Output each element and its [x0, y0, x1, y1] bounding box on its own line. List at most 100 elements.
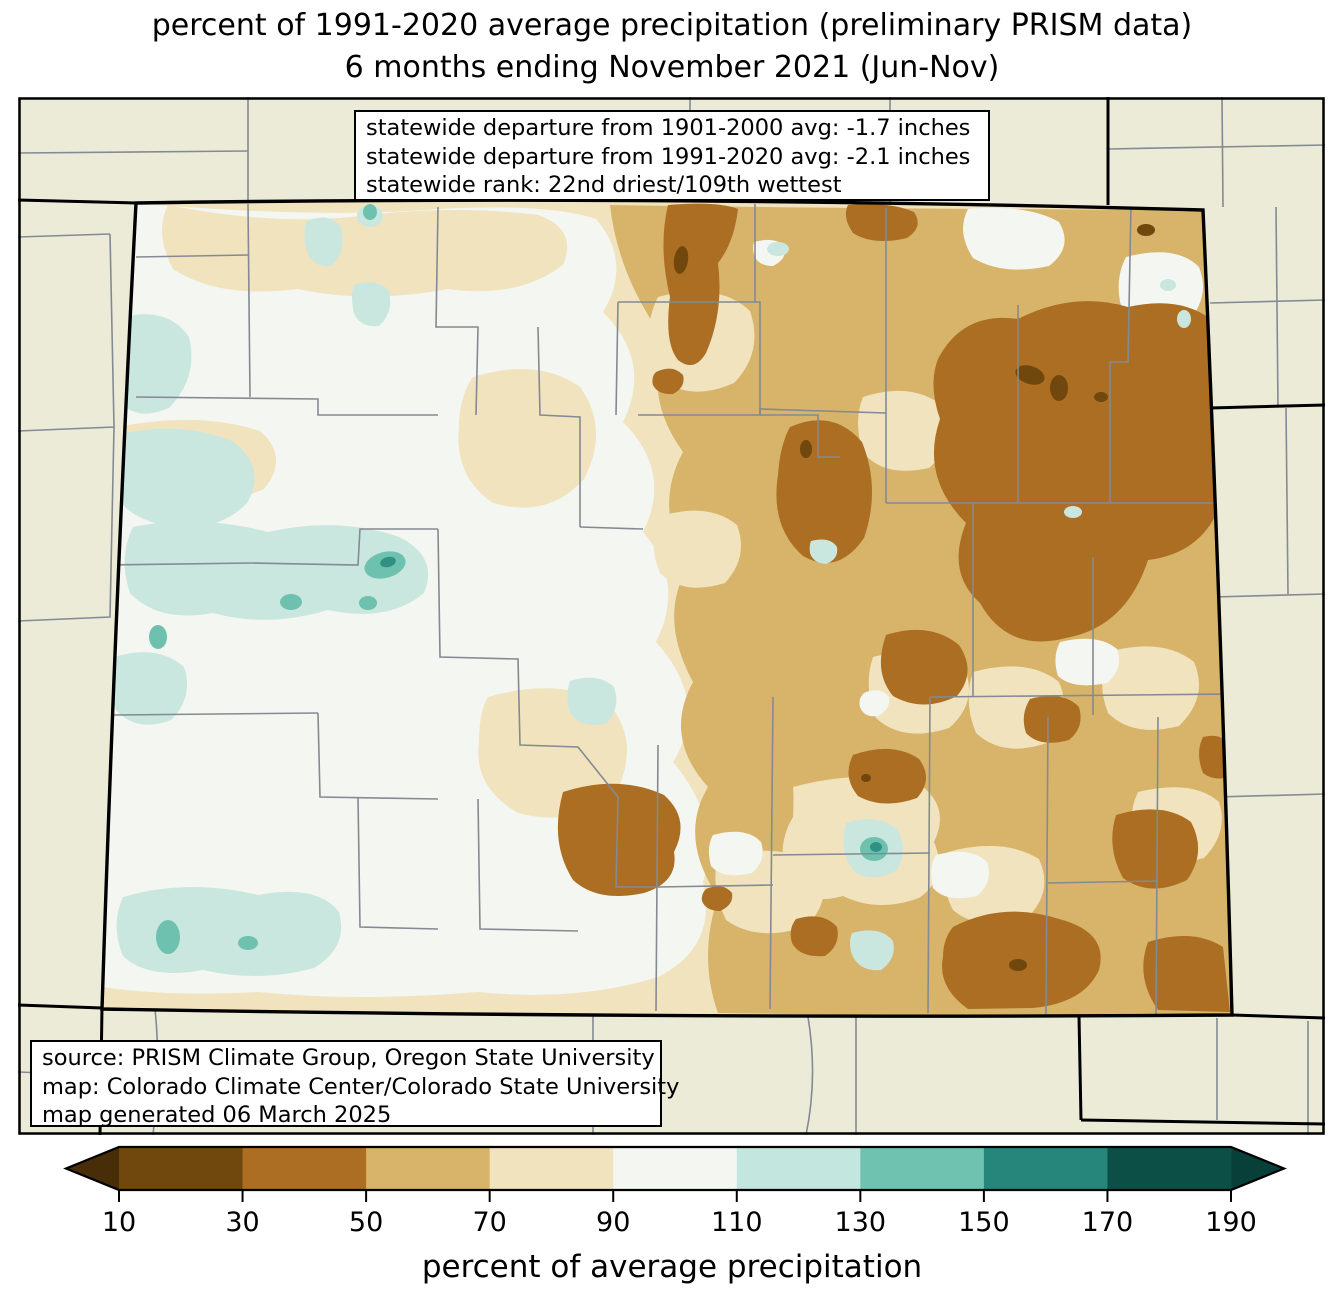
colorado-precipitation-map	[17, 96, 1326, 1136]
precip-spot-110-130	[1064, 506, 1082, 518]
state-border-line	[17, 198, 137, 205]
precip-spot-10-30	[1050, 375, 1068, 401]
precip-region-30-50	[845, 203, 918, 242]
county-line	[577, 746, 658, 888]
colorbar-segment-30-50	[242, 1147, 367, 1190]
county-line	[437, 528, 579, 748]
precip-spot-10-30	[673, 246, 689, 274]
precip-region-30-50	[933, 301, 1225, 642]
colorado-fill-group	[102, 200, 1232, 1017]
precip-region-30-50	[880, 629, 968, 705]
precip-region-30-50	[1023, 695, 1081, 743]
precip-region-30-50	[848, 748, 927, 804]
precip-region-30-50	[701, 886, 733, 911]
county-line	[615, 301, 619, 416]
county-line	[252, 528, 438, 566]
precip-region-110-130	[567, 677, 617, 726]
precip-region-110-130	[352, 282, 391, 327]
precip-region-110-130	[304, 217, 343, 267]
colorbar-area: 10 30 50 70 90 110 130 150 170 190 percent of aver…	[0, 1139, 1344, 1299]
precip-region-30-50	[652, 368, 684, 395]
precip-spot-110-130	[1177, 310, 1191, 328]
precip-spot-110-130	[1160, 279, 1176, 291]
precip-spot-130-150	[359, 596, 377, 610]
county-line	[103, 562, 254, 566]
colorbar-segment-70-90	[489, 1147, 614, 1190]
county-line	[435, 206, 479, 416]
state-border-line	[1080, 1118, 1326, 1126]
precip-region-30-50	[1112, 809, 1199, 889]
county-line	[579, 526, 644, 530]
precip-region-110-130	[108, 428, 255, 528]
precip-spot-110-130	[767, 242, 789, 256]
generated-date-line: map generated 06 March 2025	[42, 1102, 392, 1128]
map-title-line2: 6 months ending November 2021 (Jun-Nov)	[344, 50, 1000, 85]
colorbar-segment-130-150	[860, 1147, 985, 1190]
outside-county-line	[1285, 407, 1289, 595]
map-credit-line: map: Colorado Climate Center/Colorado St…	[42, 1073, 680, 1100]
outside-county-line	[1209, 299, 1326, 304]
map-frame-border	[18, 97, 1325, 1135]
county-line	[113, 712, 319, 716]
precip-spot-10-30	[1015, 365, 1045, 385]
outside-county-line	[1215, 793, 1326, 798]
precip-region-30-50	[790, 916, 838, 957]
precip-region-110-130	[111, 652, 188, 725]
precip-spot-10-30	[1009, 959, 1027, 971]
colorbar-tick-label: 90	[596, 1207, 630, 1238]
precip-region-30-50	[663, 203, 738, 366]
map-canvas	[17, 96, 1326, 1136]
map-title-line1: percent of 1991-2020 average precipitati…	[151, 8, 1193, 43]
county-line	[929, 693, 1232, 698]
source-line: source: PRISM Climate Group, Oregon Stat…	[42, 1045, 655, 1071]
county-line	[477, 798, 579, 932]
outside-county-line	[17, 150, 249, 154]
outside-county-line	[17, 233, 111, 238]
precip-region-70-90	[653, 510, 741, 588]
precip-spot-10-30	[1094, 392, 1108, 402]
state-border-line	[1231, 1013, 1326, 1020]
county-line	[769, 696, 774, 1010]
colorbar-tick-label: 50	[349, 1207, 383, 1238]
colorbar-tick-label: 190	[1205, 1207, 1257, 1238]
colorbar-tick-label: 150	[958, 1207, 1010, 1238]
county-line	[927, 696, 931, 1014]
stats-line-1991-2020: statewide departure from 1991-2020 avg: …	[366, 143, 971, 170]
precip-region-110-130	[809, 539, 838, 564]
county-line	[247, 203, 251, 398]
stats-line-1901-2000: statewide departure from 1901-2000 avg: …	[366, 115, 971, 141]
county-line	[760, 414, 840, 458]
precip-spot-130-150	[149, 625, 167, 649]
colorbar-tick-label: 110	[711, 1207, 763, 1238]
colorbar-segment-170-190	[1107, 1147, 1232, 1190]
stats-line-rank: statewide rank: 22nd driest/109th wettes…	[366, 172, 842, 198]
colorbar-tick-label: 170	[1082, 1207, 1134, 1238]
county-line	[537, 326, 581, 527]
county-line	[1155, 716, 1159, 1016]
colorado-border	[100, 198, 1234, 1018]
colorbar-tick-label: 10	[102, 1207, 136, 1238]
precip-region-70-90	[858, 390, 949, 471]
precip-region-90-110	[963, 207, 1065, 270]
source-attribution-box: source: PRISM Climate Group, Oregon Stat…	[30, 1040, 680, 1128]
precip-region-110-130	[116, 886, 342, 977]
outside-county-line	[805, 1016, 814, 1136]
precip-spot-130-150	[280, 594, 302, 610]
county-line	[754, 204, 761, 415]
precip-region-110-130	[114, 314, 192, 414]
county-line	[135, 396, 438, 416]
precip-spot-130-150	[156, 920, 180, 954]
precip-region-110-130	[850, 930, 894, 971]
precip-spot-130-150	[363, 204, 377, 220]
state-border-line	[1209, 403, 1326, 410]
colorbar: 10 30 50 70 90 110 130 150 170 190 percent of aver…	[63, 1145, 1287, 1285]
precip-region-70-90	[458, 369, 597, 508]
colorbar-segment-50-70	[366, 1147, 491, 1190]
colorbar-segment-10-30	[119, 1147, 244, 1190]
county-line	[655, 744, 659, 1012]
colorbar-axis-label: percent of average precipitation	[422, 1249, 922, 1285]
county-line	[135, 254, 249, 258]
precip-spot-150-170	[870, 842, 882, 852]
state-border-line	[1077, 1015, 1083, 1121]
precip-region-30-50	[1143, 936, 1230, 1012]
